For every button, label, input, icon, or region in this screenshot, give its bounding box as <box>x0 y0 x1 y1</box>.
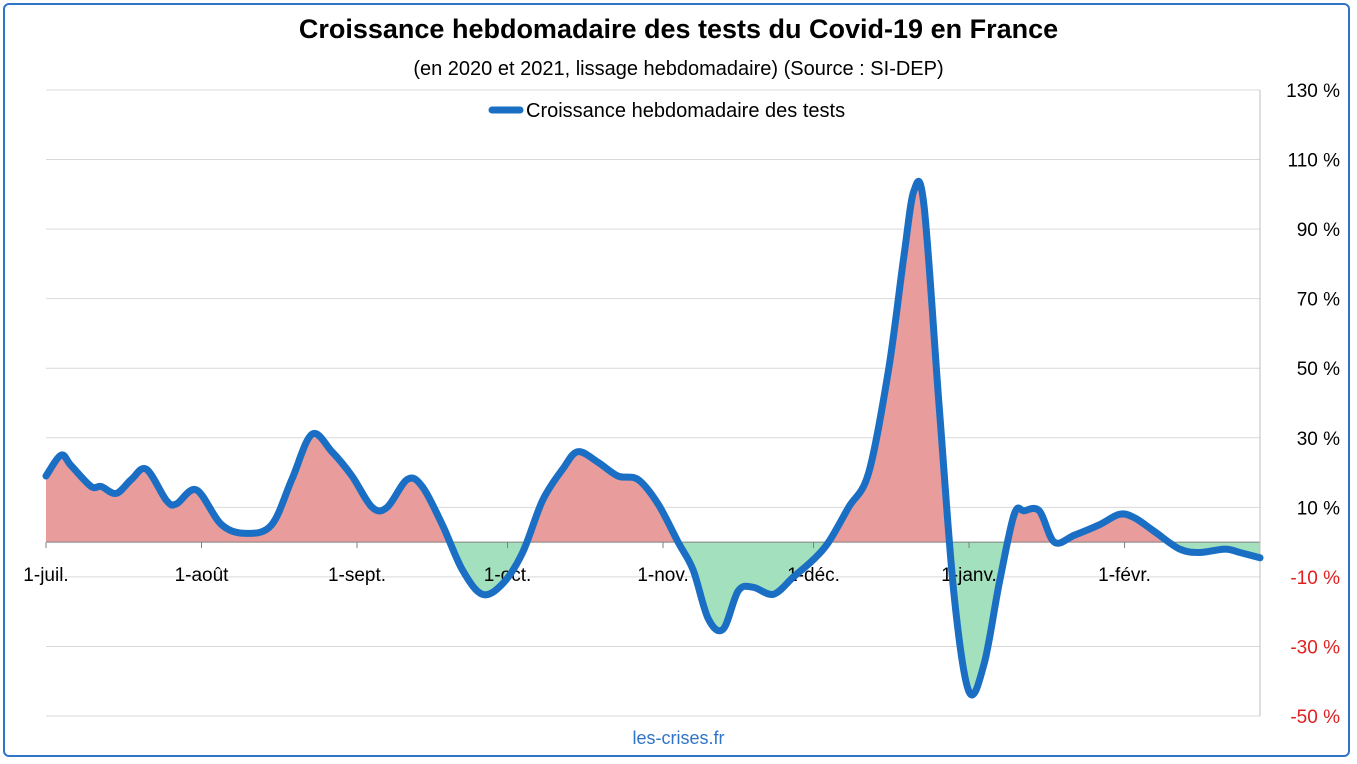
x-tick-label: 1-août <box>175 565 230 586</box>
y-tick-label: 50 % <box>1297 359 1340 380</box>
y-tick-label: 70 % <box>1297 290 1340 311</box>
y-tick-label: 10 % <box>1297 498 1340 519</box>
x-tick-label: 1-nov. <box>637 565 688 586</box>
y-tick-label: -10 % <box>1290 568 1340 589</box>
y-tick-label: 30 % <box>1297 429 1340 450</box>
series-line-layer <box>42 177 1264 699</box>
grid-lines <box>46 89 1260 717</box>
y-tick-label: 130 % <box>1286 81 1340 102</box>
y-tick-label: 90 % <box>1297 220 1340 241</box>
x-axis: 1-juil. 1-août 1-sept. 1-oct. 1-nov. 1-déc. 1-… <box>23 541 1260 586</box>
chart-title: Croissance hebdomadaire des tests du Cov… <box>298 14 1059 44</box>
x-tick-label: 1-sept. <box>328 565 386 586</box>
legend: Croissance hebdomadaire des tests <box>488 100 845 122</box>
chart-subtitle: (en 2020 et 2021, lissage hebdomadaire) … <box>413 58 944 80</box>
footer-source: les-crises.fr <box>632 728 725 748</box>
y-tick-label: 110 % <box>1288 151 1341 172</box>
legend-label: Croissance hebdomadaire des tests <box>526 100 845 122</box>
x-tick-label: 1-févr. <box>1098 565 1151 586</box>
y-tick-label: -50 % <box>1290 707 1340 728</box>
chart-frame <box>3 3 1350 757</box>
y-axis: 130 % 110 % 90 % 70 % 50 % 30 % 10 % -10 % -30 %… <box>1259 81 1341 728</box>
y-tick-label: -30 % <box>1290 637 1340 658</box>
x-tick-label: 1-juil. <box>23 565 68 586</box>
series-line <box>42 177 1264 699</box>
